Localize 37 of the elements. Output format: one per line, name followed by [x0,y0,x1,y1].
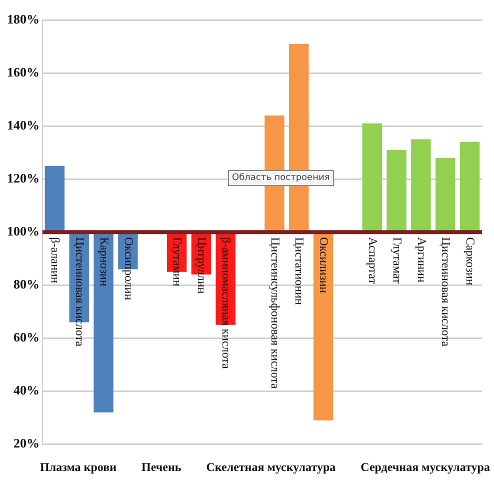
y-tick-label: 100% [7,223,40,238]
x-tick-label: Цистеинсульфоновая кислота [268,237,282,390]
x-tick-label: β-аминомасляная кислота [219,237,234,370]
x-tick-label: Карнозин [97,237,112,287]
x-tick-label: Аргинин [414,237,429,283]
bar [436,158,456,232]
text: Сердечная мускулатура [360,460,490,475]
x-tick-label: Оксипролин [122,237,136,301]
y-tick-label: 40% [14,382,40,398]
bar [460,142,480,232]
x-tick-label: Аспартат [366,237,380,285]
y-tick-label: 60% [14,330,40,345]
text: Печень [142,460,182,475]
x-tick-label: Цистеиновая кислота [72,237,87,348]
x-tick-label: Оксилизин [317,237,332,294]
bar [386,150,406,232]
x-tick-label: Саркозин [464,237,478,286]
y-tick-label: 120% [7,170,40,186]
y-tick-label: 180% [7,11,40,26]
bar [411,139,431,232]
y-tick-label: 160% [7,64,40,80]
x-tick-label: Цистатионин [292,237,307,306]
bar [313,232,334,420]
bar [94,232,114,412]
annotation: Область построения [228,170,334,186]
x-tick-label: Цистеиновая кислота [439,237,454,348]
bar [362,123,382,232]
text: Скелетная мускулатура [206,460,336,475]
y-tick-label: 140% [7,117,40,132]
y-tick-label: 80% [14,276,40,292]
x-tick-label: Цитруллин [195,237,210,294]
x-tick-label: Глутамин [170,237,185,287]
y-tick-label: 20% [14,436,40,451]
x-tick-label: Глутамат [390,237,404,284]
text: Плазма крови [40,460,116,475]
x-tick-label: β-аланин [48,237,63,284]
bar [44,166,65,232]
